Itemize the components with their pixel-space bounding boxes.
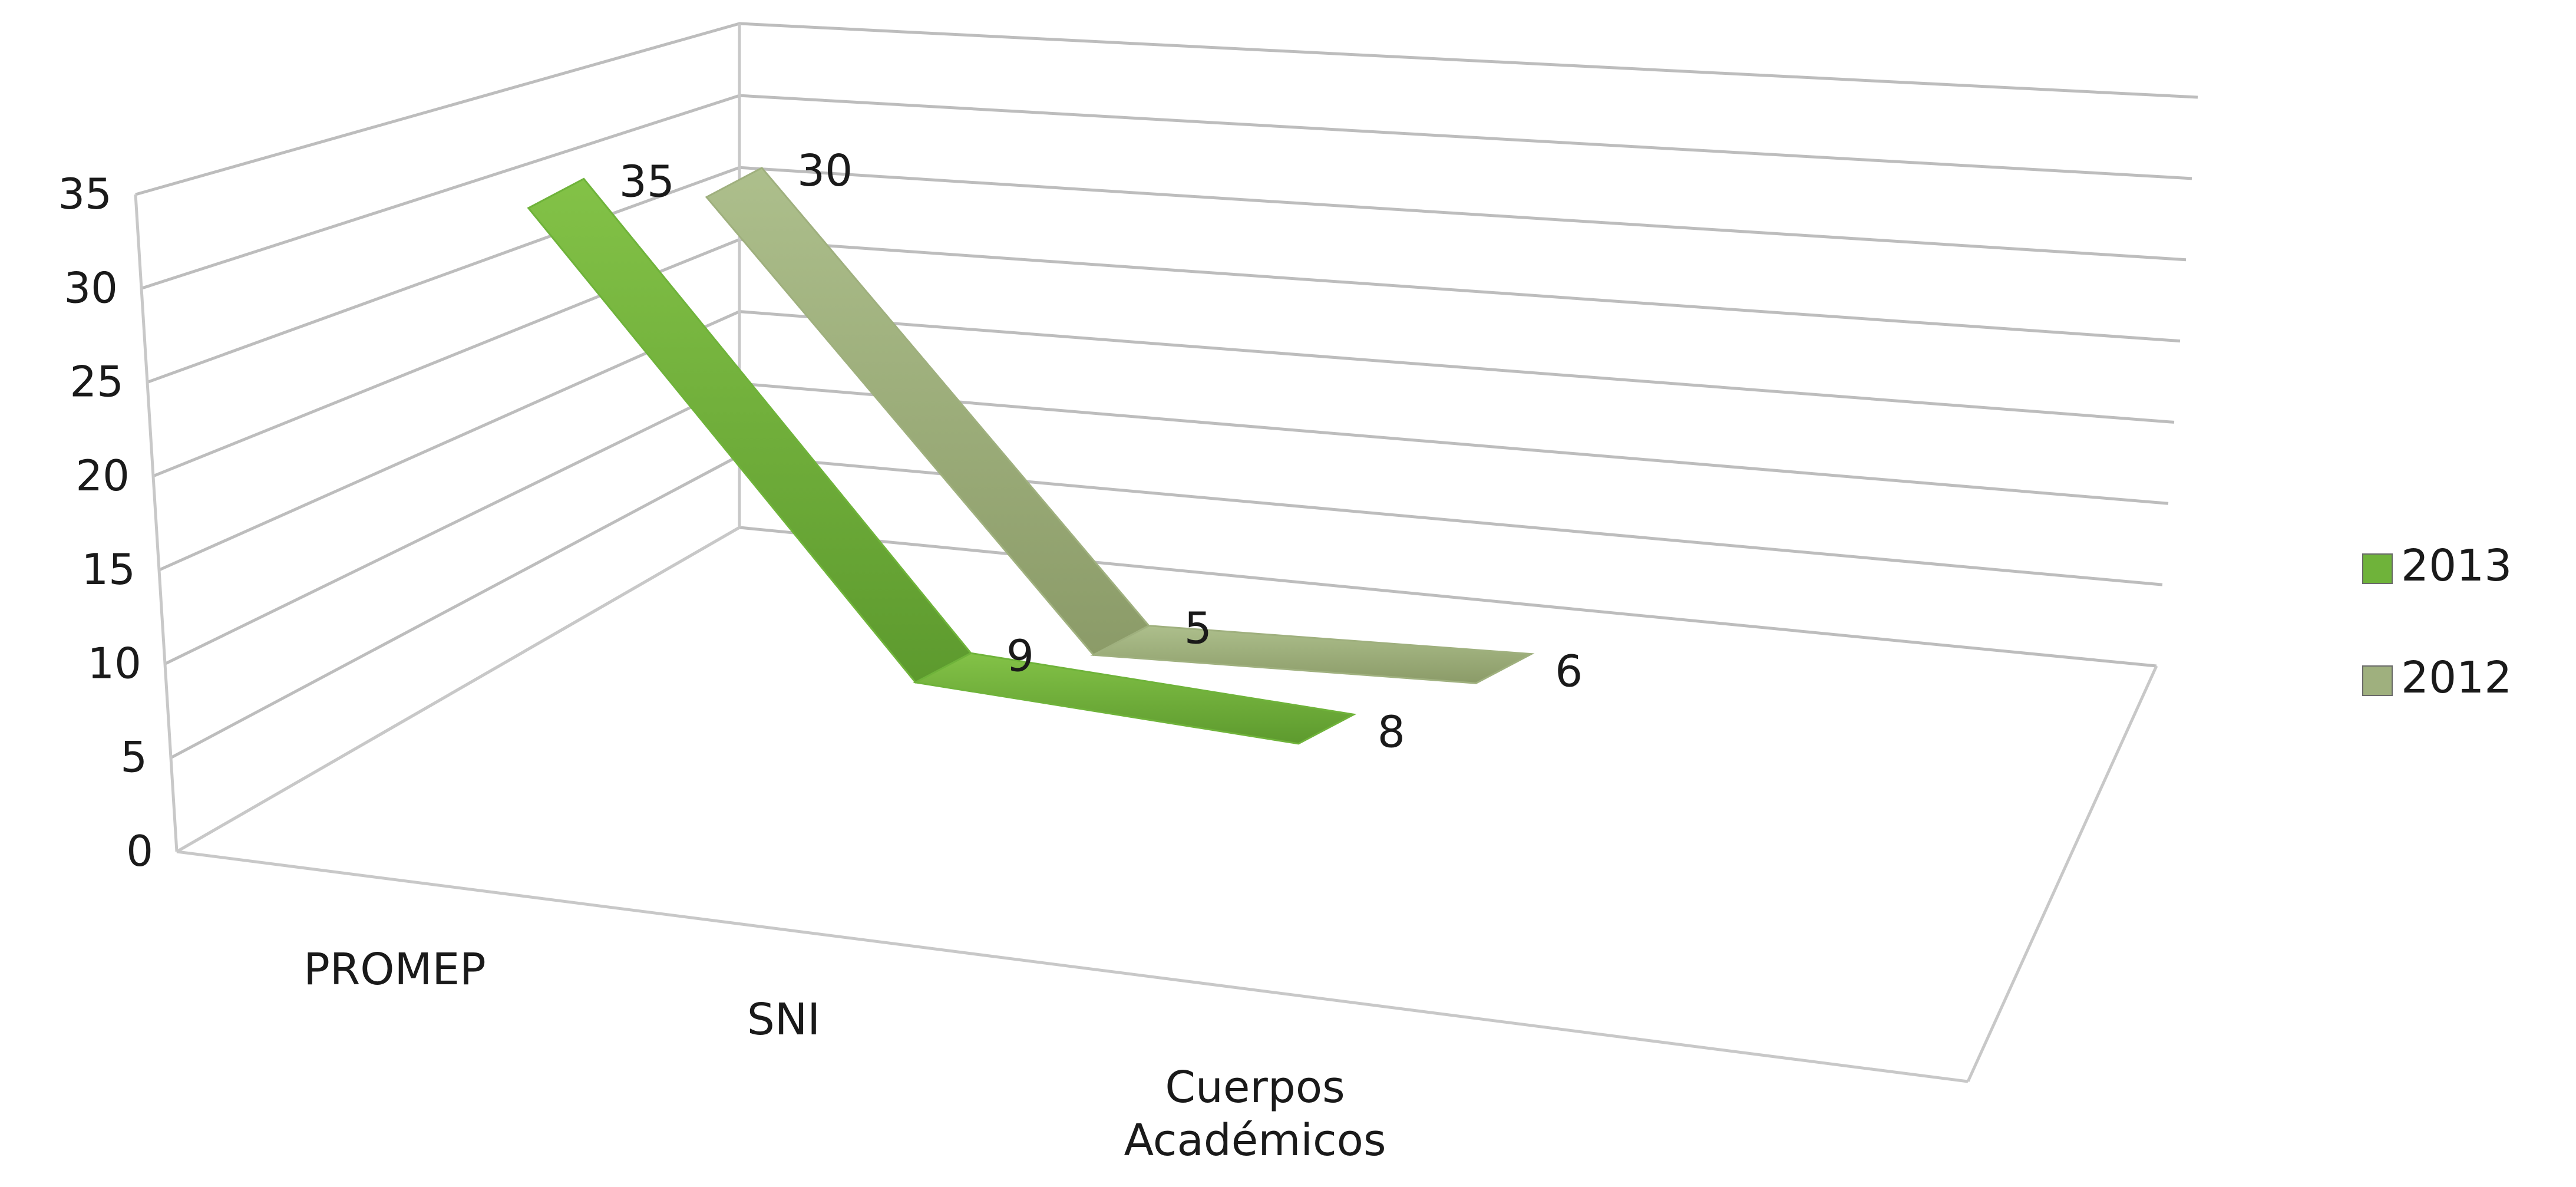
data-label: 5 — [1184, 604, 1212, 654]
gridline — [147, 166, 2187, 384]
series-2012 — [705, 166, 1535, 684]
gridline — [153, 238, 2181, 478]
y-tick-label: 0 — [126, 826, 153, 876]
y-tick-label: 35 — [58, 169, 112, 219]
y-tick-label: 25 — [70, 357, 124, 407]
category-label: SNI — [747, 994, 820, 1045]
gridlines — [135, 22, 2198, 853]
y-tick-label: 10 — [87, 638, 141, 688]
data-label: 6 — [1555, 647, 1583, 697]
axis-line — [1966, 665, 2158, 1083]
plot-frame — [134, 24, 2158, 1083]
gridline — [135, 22, 2198, 196]
gridline — [141, 94, 2192, 290]
series-2013 — [527, 177, 1357, 745]
axis-line — [176, 526, 741, 853]
y-tick-label: 15 — [81, 545, 136, 594]
y-tick-label: 30 — [64, 263, 118, 312]
gridline — [164, 382, 2169, 665]
legend-swatch — [2362, 553, 2393, 584]
axis-line — [176, 850, 1969, 1083]
labels: 0 5 10 15 20 25 30 35 30 5 6 35 9 8 PROMEP SNI Cuerpos Ac… — [58, 146, 1583, 1166]
ribbon-segment — [913, 652, 1357, 745]
y-tick-label: 20 — [75, 451, 130, 500]
y-tick-label: 5 — [120, 733, 147, 782]
data-label: 9 — [1006, 631, 1034, 681]
legend-label: 2012 — [2401, 652, 2512, 703]
ribbon-segment — [1090, 625, 1535, 684]
legend: 2013 2012 — [2362, 540, 2512, 703]
category-label: PROMEP — [303, 944, 486, 995]
data-label: 35 — [619, 156, 675, 207]
legend-swatch — [2362, 665, 2393, 696]
data-label: 8 — [1378, 707, 1405, 757]
data-label: 30 — [797, 146, 853, 196]
axis-line — [134, 194, 179, 852]
category-label: Cuerpos Académicos — [1124, 1062, 1386, 1166]
series-ribbons — [527, 166, 1535, 745]
legend-label: 2013 — [2401, 540, 2512, 591]
